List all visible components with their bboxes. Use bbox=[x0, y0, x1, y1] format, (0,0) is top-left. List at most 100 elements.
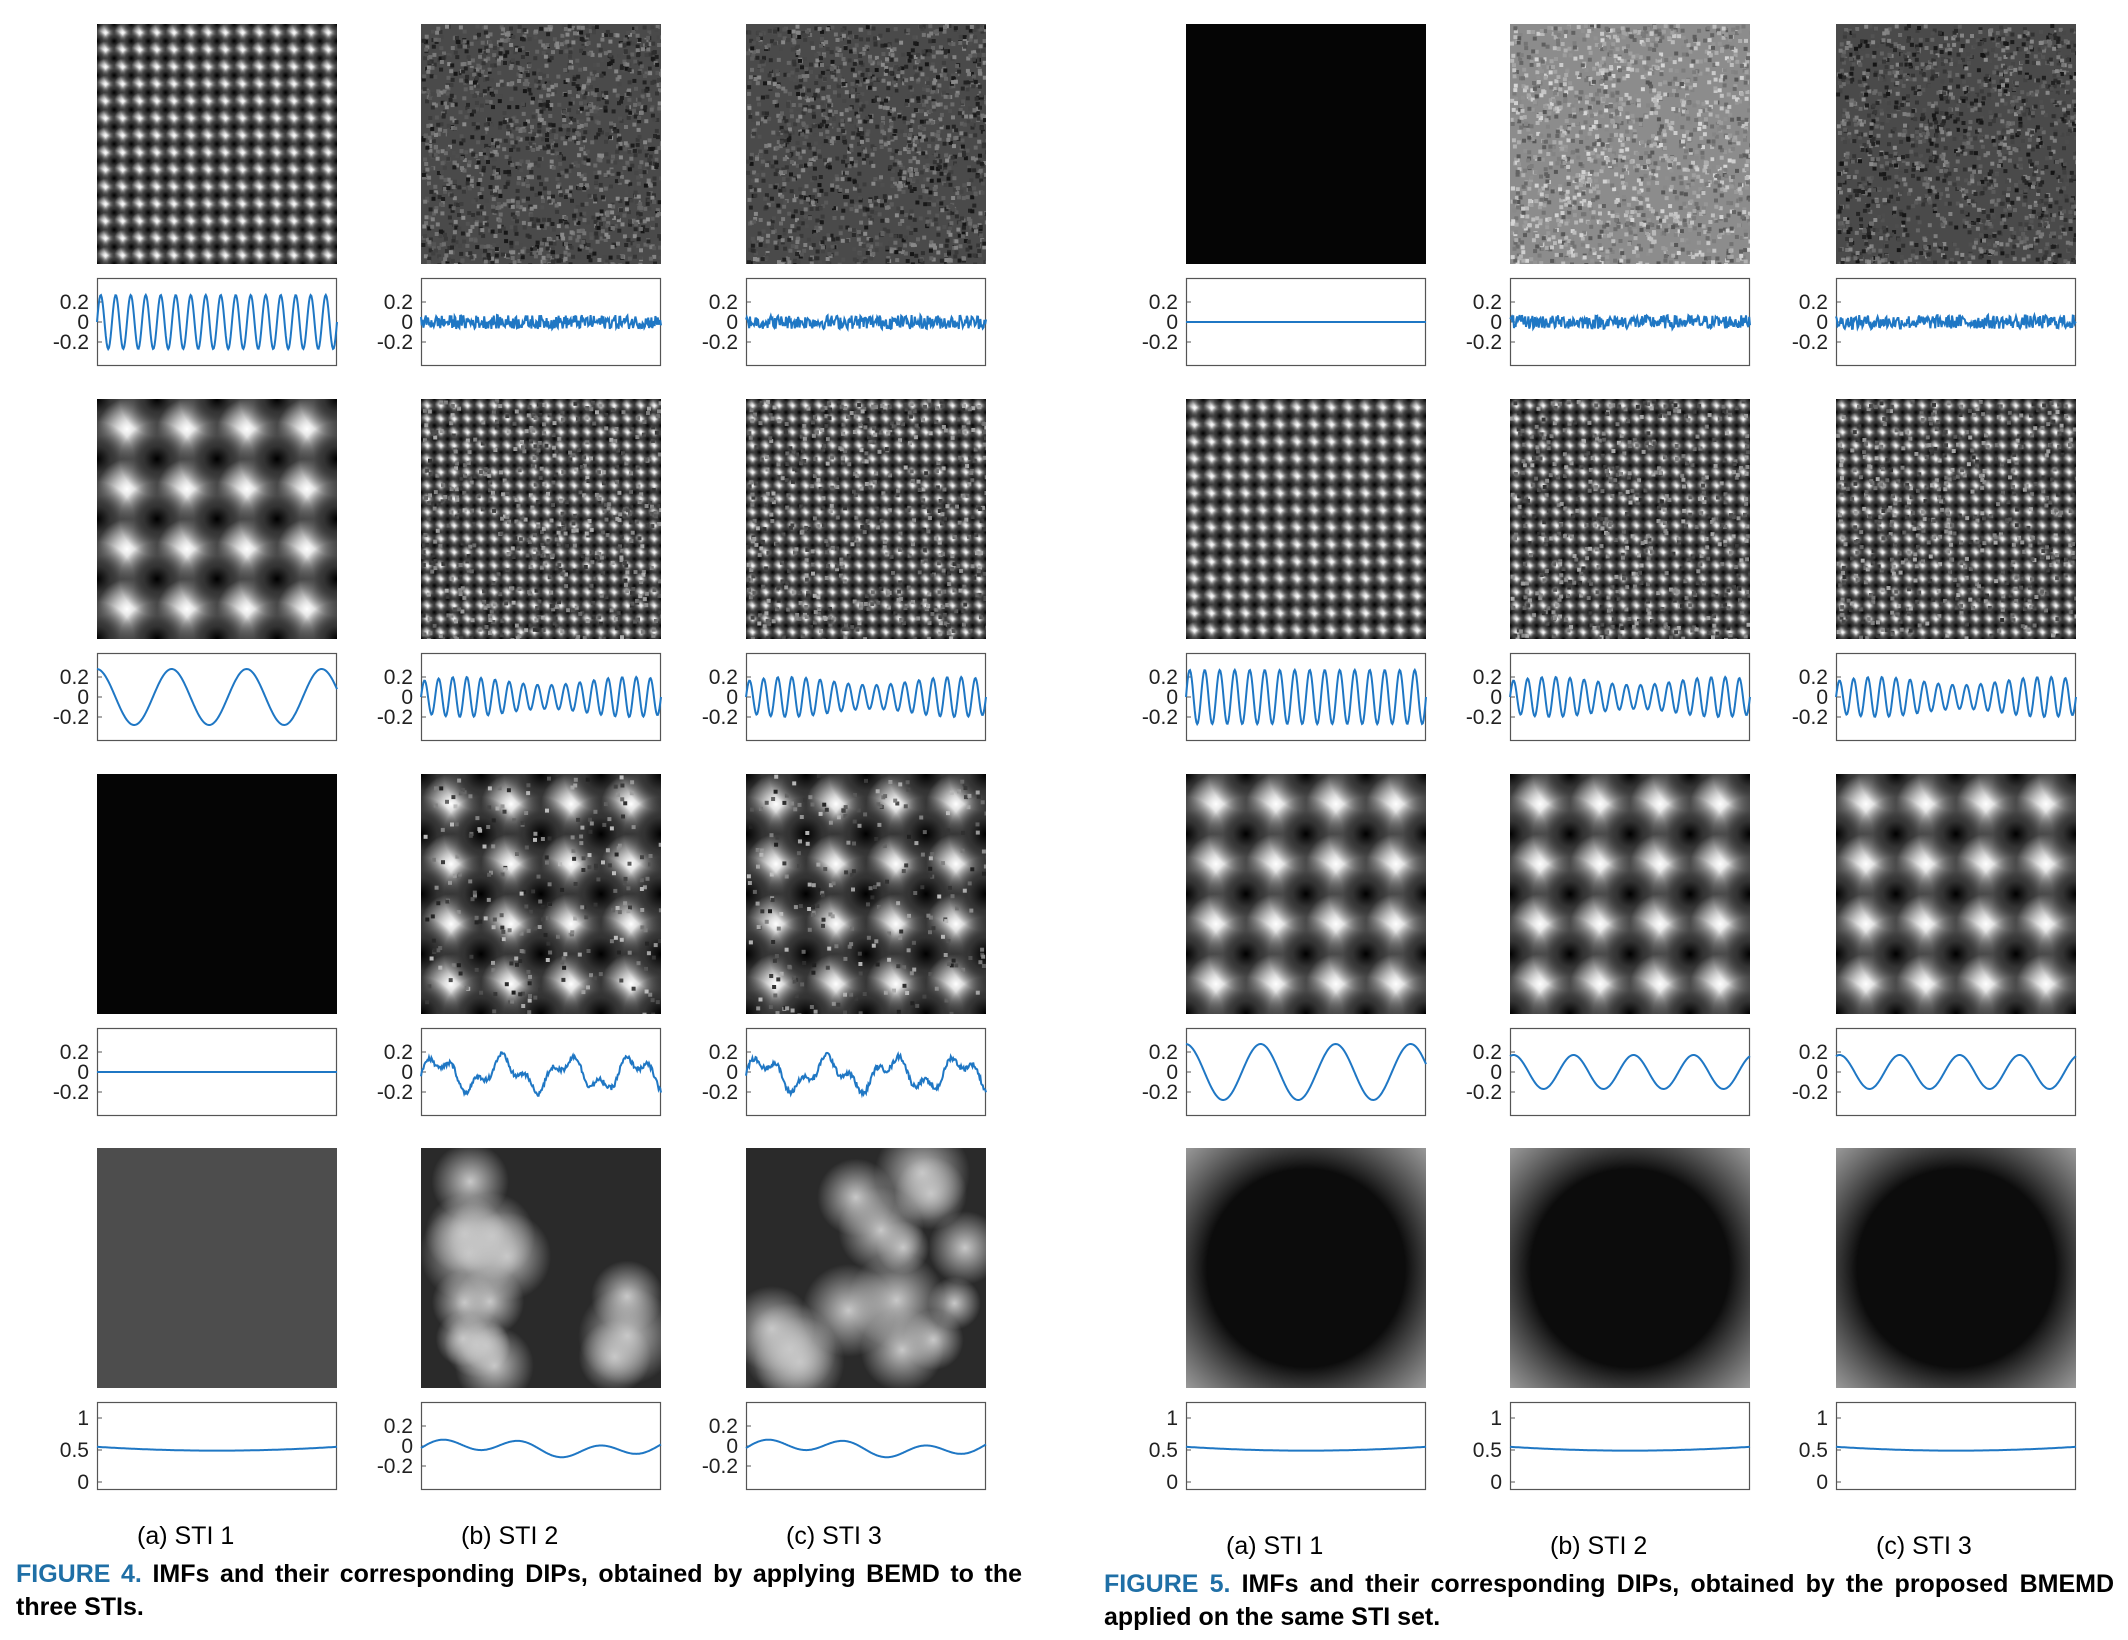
column-label: (b) STI 2 bbox=[461, 1522, 558, 1551]
y-tick-label: -0.2 bbox=[53, 331, 89, 354]
column-label: (c) STI 3 bbox=[1876, 1532, 1972, 1561]
figure-5-imf-image bbox=[1186, 774, 1426, 1014]
figure-5-dip-plot: 1 0.5 0 bbox=[1836, 1402, 2076, 1495]
figure-5-dip-plot: 0.2 0 -0.2 bbox=[1186, 653, 1426, 746]
figure-5-imf-image bbox=[1836, 774, 2076, 1014]
figure-4-label: FIGURE 4. bbox=[16, 1560, 142, 1588]
figure-5-imf-image bbox=[1510, 1148, 1750, 1388]
signal-plot: 0.20-0.2 bbox=[1836, 653, 2076, 741]
y-tick-label: 0.5 bbox=[60, 1439, 89, 1462]
y-tick-label: 1 bbox=[1816, 1407, 1828, 1430]
signal-plot: 0.20-0.2 bbox=[746, 1028, 986, 1116]
signal-plot: 0.20-0.2 bbox=[421, 653, 661, 741]
y-tick-label: 1 bbox=[1490, 1407, 1502, 1430]
y-tick-label: 0 bbox=[1816, 1471, 1828, 1494]
figure-5-dip-plot: 0.2 0 -0.2 bbox=[1836, 653, 2076, 746]
figure-5-imf-image bbox=[1510, 399, 1750, 639]
y-tick-label: 0 bbox=[1166, 1471, 1178, 1494]
figure-5-dip-plot: 1 0.5 0 bbox=[1186, 1402, 1426, 1495]
figure-5-dip-plot: 0.2 0 -0.2 bbox=[1836, 1028, 2076, 1121]
signal-plot: 0.20-0.2 bbox=[421, 1402, 661, 1490]
y-tick-label: -0.2 bbox=[377, 331, 413, 354]
figure-4-imf-image bbox=[421, 399, 661, 639]
y-tick-label: -0.2 bbox=[53, 706, 89, 729]
signal-plot: 10.50 bbox=[97, 1402, 337, 1490]
y-tick-label: -0.2 bbox=[1466, 1081, 1502, 1104]
figure-5-label: FIGURE 5. bbox=[1104, 1570, 1230, 1598]
figure-4-imf-image bbox=[97, 399, 337, 639]
y-tick-label: -0.2 bbox=[1142, 331, 1178, 354]
figure-4-dip-plot: 0.2 0 -0.2 bbox=[97, 653, 337, 746]
figure-4-imf-image bbox=[746, 399, 986, 639]
y-tick-label: -0.2 bbox=[53, 1081, 89, 1104]
figure-4-dip-plot: 1 0.5 0 bbox=[97, 1402, 337, 1495]
figure-4-dip-plot: 0.2 0 -0.2 bbox=[421, 278, 661, 371]
figure-4-imf-image bbox=[746, 774, 986, 1014]
signal-plot: 0.20-0.2 bbox=[97, 1028, 337, 1116]
figure-4-imf-image bbox=[97, 774, 337, 1014]
signal-plot: 0.20-0.2 bbox=[1510, 278, 1750, 366]
y-tick-label: 0.5 bbox=[1149, 1439, 1178, 1462]
figure-5-imf-image bbox=[1186, 399, 1426, 639]
figure-5-caption: FIGURE 5. IMFs and their corresponding D… bbox=[1104, 1568, 2114, 1634]
y-tick-label: 0 bbox=[77, 1471, 89, 1494]
signal-plot: 10.50 bbox=[1186, 1402, 1426, 1490]
figure-4-caption-text: IMFs and their corresponding DIPs, obtai… bbox=[16, 1560, 1022, 1621]
y-tick-label: 0 bbox=[1490, 1471, 1502, 1494]
signal-plot: 0.20-0.2 bbox=[1186, 278, 1426, 366]
figure-5-imf-image bbox=[1836, 399, 2076, 639]
signal-plot: 10.50 bbox=[1510, 1402, 1750, 1490]
signal-plot: 0.20-0.2 bbox=[1510, 1028, 1750, 1116]
figure-4-dip-plot: 0.2 0 -0.2 bbox=[97, 1028, 337, 1121]
column-label: (a) STI 1 bbox=[1226, 1532, 1323, 1561]
y-tick-label: -0.2 bbox=[702, 1455, 738, 1478]
y-tick-label: -0.2 bbox=[702, 706, 738, 729]
signal-plot: 0.20-0.2 bbox=[1186, 1028, 1426, 1116]
signal-plot: 0.20-0.2 bbox=[1186, 653, 1426, 741]
signal-plot: 0.20-0.2 bbox=[421, 278, 661, 366]
y-tick-label: -0.2 bbox=[1792, 706, 1828, 729]
y-tick-label: -0.2 bbox=[1466, 331, 1502, 354]
figure-5-imf-image bbox=[1186, 24, 1426, 264]
y-tick-label: -0.2 bbox=[1142, 1081, 1178, 1104]
figure-5-dip-plot: 0.2 0 -0.2 bbox=[1186, 278, 1426, 371]
y-tick-label: -0.2 bbox=[377, 706, 413, 729]
column-label: (b) STI 2 bbox=[1550, 1532, 1647, 1561]
y-tick-label: -0.2 bbox=[1466, 706, 1502, 729]
column-label: (a) STI 1 bbox=[137, 1522, 234, 1551]
figure-4-imf-image bbox=[421, 774, 661, 1014]
figure-5-imf-image bbox=[1186, 1148, 1426, 1388]
y-tick-label: -0.2 bbox=[1792, 331, 1828, 354]
figure-5-dip-plot: 0.2 0 -0.2 bbox=[1836, 278, 2076, 371]
y-tick-label: -0.2 bbox=[702, 1081, 738, 1104]
figure-5-imf-image bbox=[1836, 1148, 2076, 1388]
signal-plot: 0.20-0.2 bbox=[746, 653, 986, 741]
figure-4-dip-plot: 0.2 0 -0.2 bbox=[421, 1028, 661, 1121]
signal-plot: 0.20-0.2 bbox=[1836, 1028, 2076, 1116]
figure-4-dip-plot: 0.2 0 -0.2 bbox=[421, 1402, 661, 1495]
figure-4-dip-plot: 0.2 0 -0.2 bbox=[97, 278, 337, 371]
signal-plot: 0.20-0.2 bbox=[746, 1402, 986, 1490]
y-tick-label: -0.2 bbox=[1792, 1081, 1828, 1104]
figure-4-imf-image bbox=[746, 24, 986, 264]
figure-5-imf-image bbox=[1510, 774, 1750, 1014]
figure-4-imf-image bbox=[746, 1148, 986, 1388]
figure-5-imf-image bbox=[1510, 24, 1750, 264]
figure-4-caption: FIGURE 4. IMFs and their corresponding D… bbox=[16, 1558, 1022, 1624]
signal-plot: 10.50 bbox=[1836, 1402, 2076, 1490]
figure-4-dip-plot: 0.2 0 -0.2 bbox=[746, 278, 986, 371]
y-tick-label: 0.5 bbox=[1473, 1439, 1502, 1462]
figure-4-dip-plot: 0.2 0 -0.2 bbox=[746, 1402, 986, 1495]
figure-5-dip-plot: 0.2 0 -0.2 bbox=[1510, 653, 1750, 746]
signal-plot: 0.20-0.2 bbox=[421, 1028, 661, 1116]
signal-plot: 0.20-0.2 bbox=[97, 278, 337, 366]
figure-5-dip-plot: 0.2 0 -0.2 bbox=[1186, 1028, 1426, 1121]
figure-5-caption-text: IMFs and their corresponding DIPs, obtai… bbox=[1104, 1570, 2114, 1631]
figure-5-dip-plot: 0.2 0 -0.2 bbox=[1510, 1028, 1750, 1121]
figure-4-dip-plot: 0.2 0 -0.2 bbox=[746, 1028, 986, 1121]
signal-plot: 0.20-0.2 bbox=[1836, 278, 2076, 366]
figure-5-imf-image bbox=[1836, 24, 2076, 264]
figure-5-dip-plot: 0.2 0 -0.2 bbox=[1510, 278, 1750, 371]
figure-5-dip-plot: 1 0.5 0 bbox=[1510, 1402, 1750, 1495]
figure-4-imf-image bbox=[97, 24, 337, 264]
